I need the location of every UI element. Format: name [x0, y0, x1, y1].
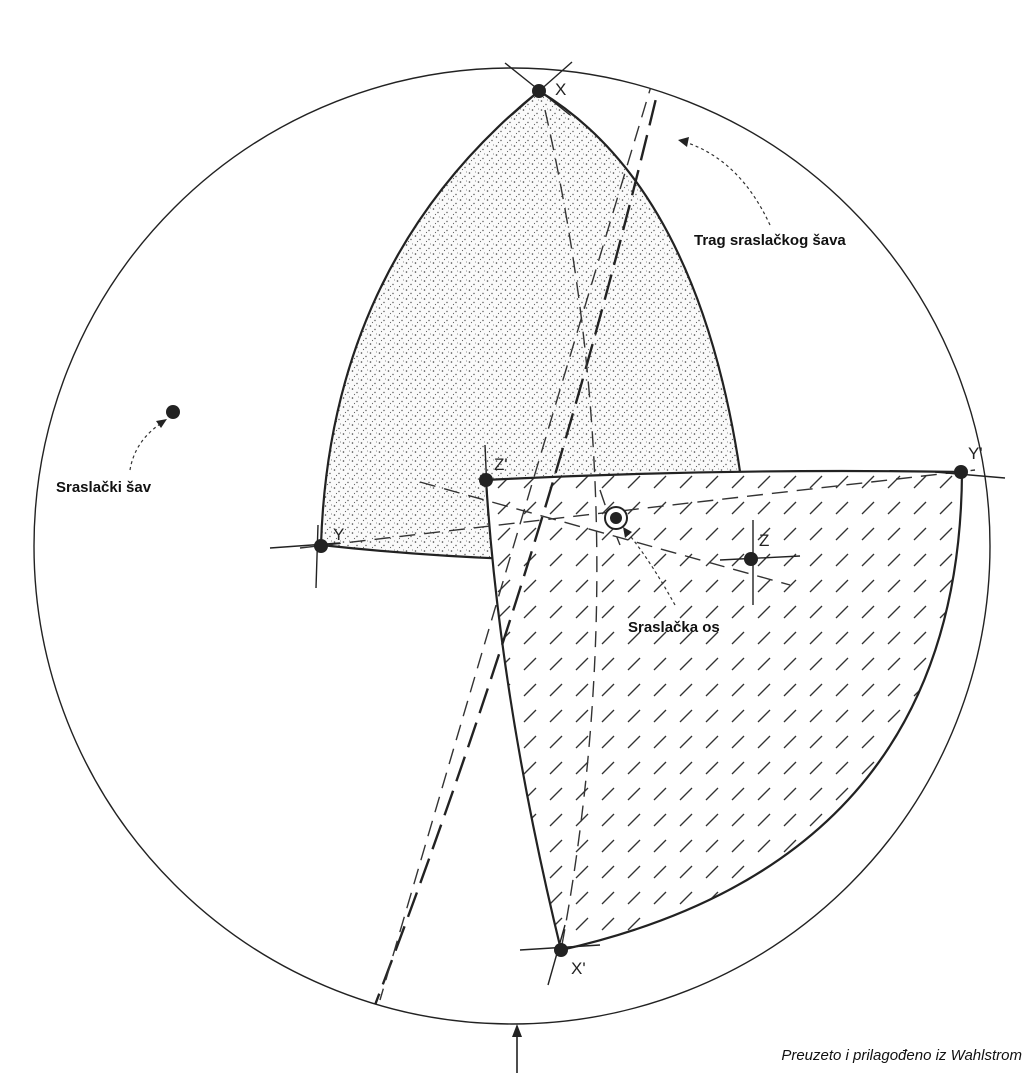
- pole-y: [314, 539, 328, 553]
- twin-plane-pole: [166, 405, 180, 419]
- arrow-twin-plane-trace: [684, 141, 771, 226]
- label-z-prime: Z': [494, 455, 508, 474]
- label-y: Y: [333, 525, 344, 544]
- arrow-twin-plane: [129, 421, 164, 471]
- twin-plane-trace-heavy: [373, 68, 674, 1006]
- twin-axis-inner-dot: [610, 512, 622, 524]
- pole-x-prime: [554, 943, 568, 957]
- pole-y-prime: [954, 465, 968, 479]
- dashed-line-y-yprime: [299, 469, 976, 549]
- arrow-twin-axis: [626, 531, 676, 606]
- dashed-line-zprime-z: [419, 481, 791, 586]
- dashed-great-circles: [299, 68, 976, 1006]
- label-x-prime: X': [571, 959, 586, 978]
- pole-z-prime: [479, 473, 493, 487]
- source-credit: Preuzeto i prilagođeno iz Wahlstrom: [781, 1047, 1022, 1064]
- callout-twin-axis: Sraslačka os: [628, 619, 720, 636]
- arrow-twin-axis-head: [623, 527, 632, 538]
- label-z: Z: [759, 531, 769, 550]
- twin-plane-trace-thin: [379, 68, 669, 1001]
- bottom-arrow-head: [512, 1024, 522, 1037]
- callout-twin-plane-trace: Trag sraslačkog šava: [694, 232, 846, 249]
- pole-x: [532, 84, 546, 98]
- arrow-twin-plane-head: [156, 419, 167, 428]
- label-x: X: [555, 80, 566, 99]
- pole-z: [744, 552, 758, 566]
- pole-ticks: [269, 61, 1006, 986]
- arrow-twin-plane-trace-head: [678, 137, 689, 147]
- callout-twin-plane: Sraslački šav: [56, 479, 152, 496]
- label-y-prime: Y': [968, 444, 983, 463]
- hatched-triangle-xyz-prime: [484, 469, 964, 952]
